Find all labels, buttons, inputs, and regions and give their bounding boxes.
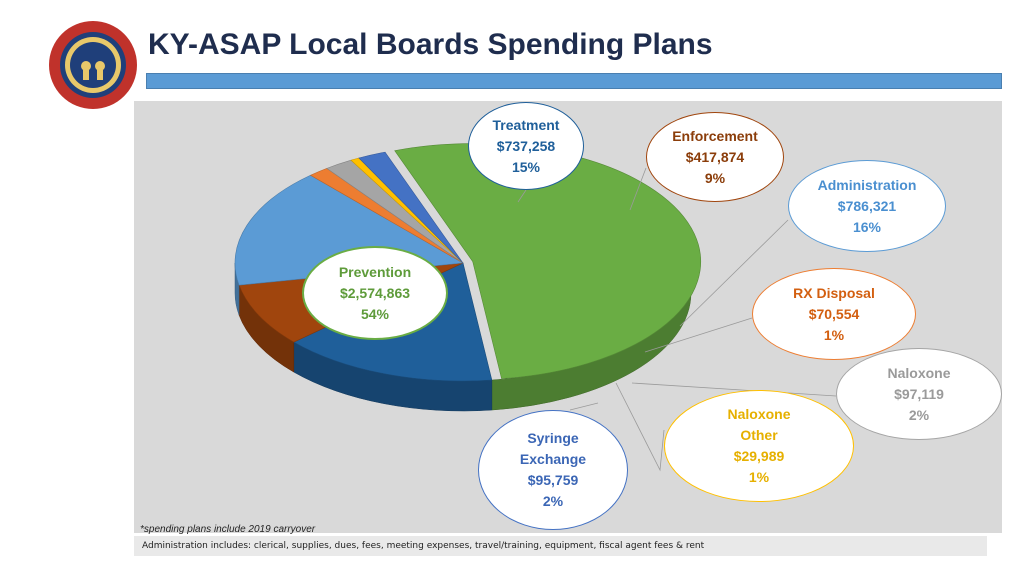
data-label-syringe-exchange: Syringe Exchange $95,759 2% [478, 410, 628, 530]
slice-label-syringe-exchange: Syringe Exchange [519, 430, 587, 467]
slice-amount-syringe-exchange: $95,759 [527, 472, 579, 488]
data-label-prevention: Prevention $2,574,863 54% [302, 246, 448, 340]
slice-percent-treatment: 15% [511, 158, 541, 175]
slice-amount-treatment: $737,258 [496, 137, 556, 154]
slice-label-rx-disposal: RX Disposal [793, 284, 875, 301]
slice-label-treatment: Treatment [492, 116, 560, 133]
slice-percent-administration: 16% [852, 218, 882, 235]
slice-label-prevention: Prevention [338, 263, 412, 280]
data-label-naloxone-other: Naloxone Other $29,989 1% [664, 390, 854, 502]
slice-label-administration: Administration [817, 176, 917, 193]
leader-line-treatment [517, 189, 527, 203]
slice-amount-naloxone-other: $29,989 [733, 448, 785, 464]
slice-percent-rx-disposal: 1% [823, 326, 845, 343]
slice-percent-enforcement: 9% [704, 169, 726, 186]
slice-label-naloxone: Naloxone [887, 364, 951, 381]
slice-amount-prevention: $2,574,863 [339, 284, 411, 301]
leader-line-naloxone-other [615, 382, 665, 472]
slice-amount-naloxone: $97,119 [894, 385, 944, 402]
data-label-administration: Administration $786,321 16% [788, 160, 946, 252]
page-title: KY-ASAP Local Boards Spending Plans [148, 28, 713, 61]
leader-line-enforcement [629, 167, 647, 211]
leader-line-naloxone [631, 382, 837, 397]
administration-note: Administration includes: clerical, suppl… [134, 536, 987, 556]
slice-label-enforcement: Enforcement [672, 127, 758, 144]
slice-amount-administration: $786,321 [837, 197, 897, 214]
seal-logo [49, 21, 137, 109]
slice-percent-prevention: 54% [360, 305, 390, 322]
title-underline-bar [146, 73, 1002, 89]
slice-amount-enforcement: $417,874 [685, 148, 745, 165]
slice-percent-naloxone-other: 1% [748, 469, 770, 485]
data-label-rx-disposal: RX Disposal $70,554 1% [752, 268, 916, 360]
pie-slice-syringe-exchange [358, 151, 464, 264]
slice-label-naloxone-other: Naloxone Other [727, 406, 791, 443]
footnote: *spending plans include 2019 carryover [140, 524, 316, 535]
leader-line-rx-disposal [644, 317, 753, 353]
data-label-treatment: Treatment $737,258 15% [468, 102, 584, 190]
slice-percent-syringe-exchange: 2% [542, 493, 564, 509]
slice-percent-naloxone: 2% [908, 406, 930, 423]
data-label-naloxone: Naloxone $97,119 2% [836, 348, 1002, 440]
data-label-enforcement: Enforcement $417,874 9% [646, 112, 784, 202]
leader-line-administration [679, 219, 789, 327]
slice-amount-rx-disposal: $70,554 [808, 305, 860, 322]
leader-line-syringe-exchange [569, 402, 599, 411]
